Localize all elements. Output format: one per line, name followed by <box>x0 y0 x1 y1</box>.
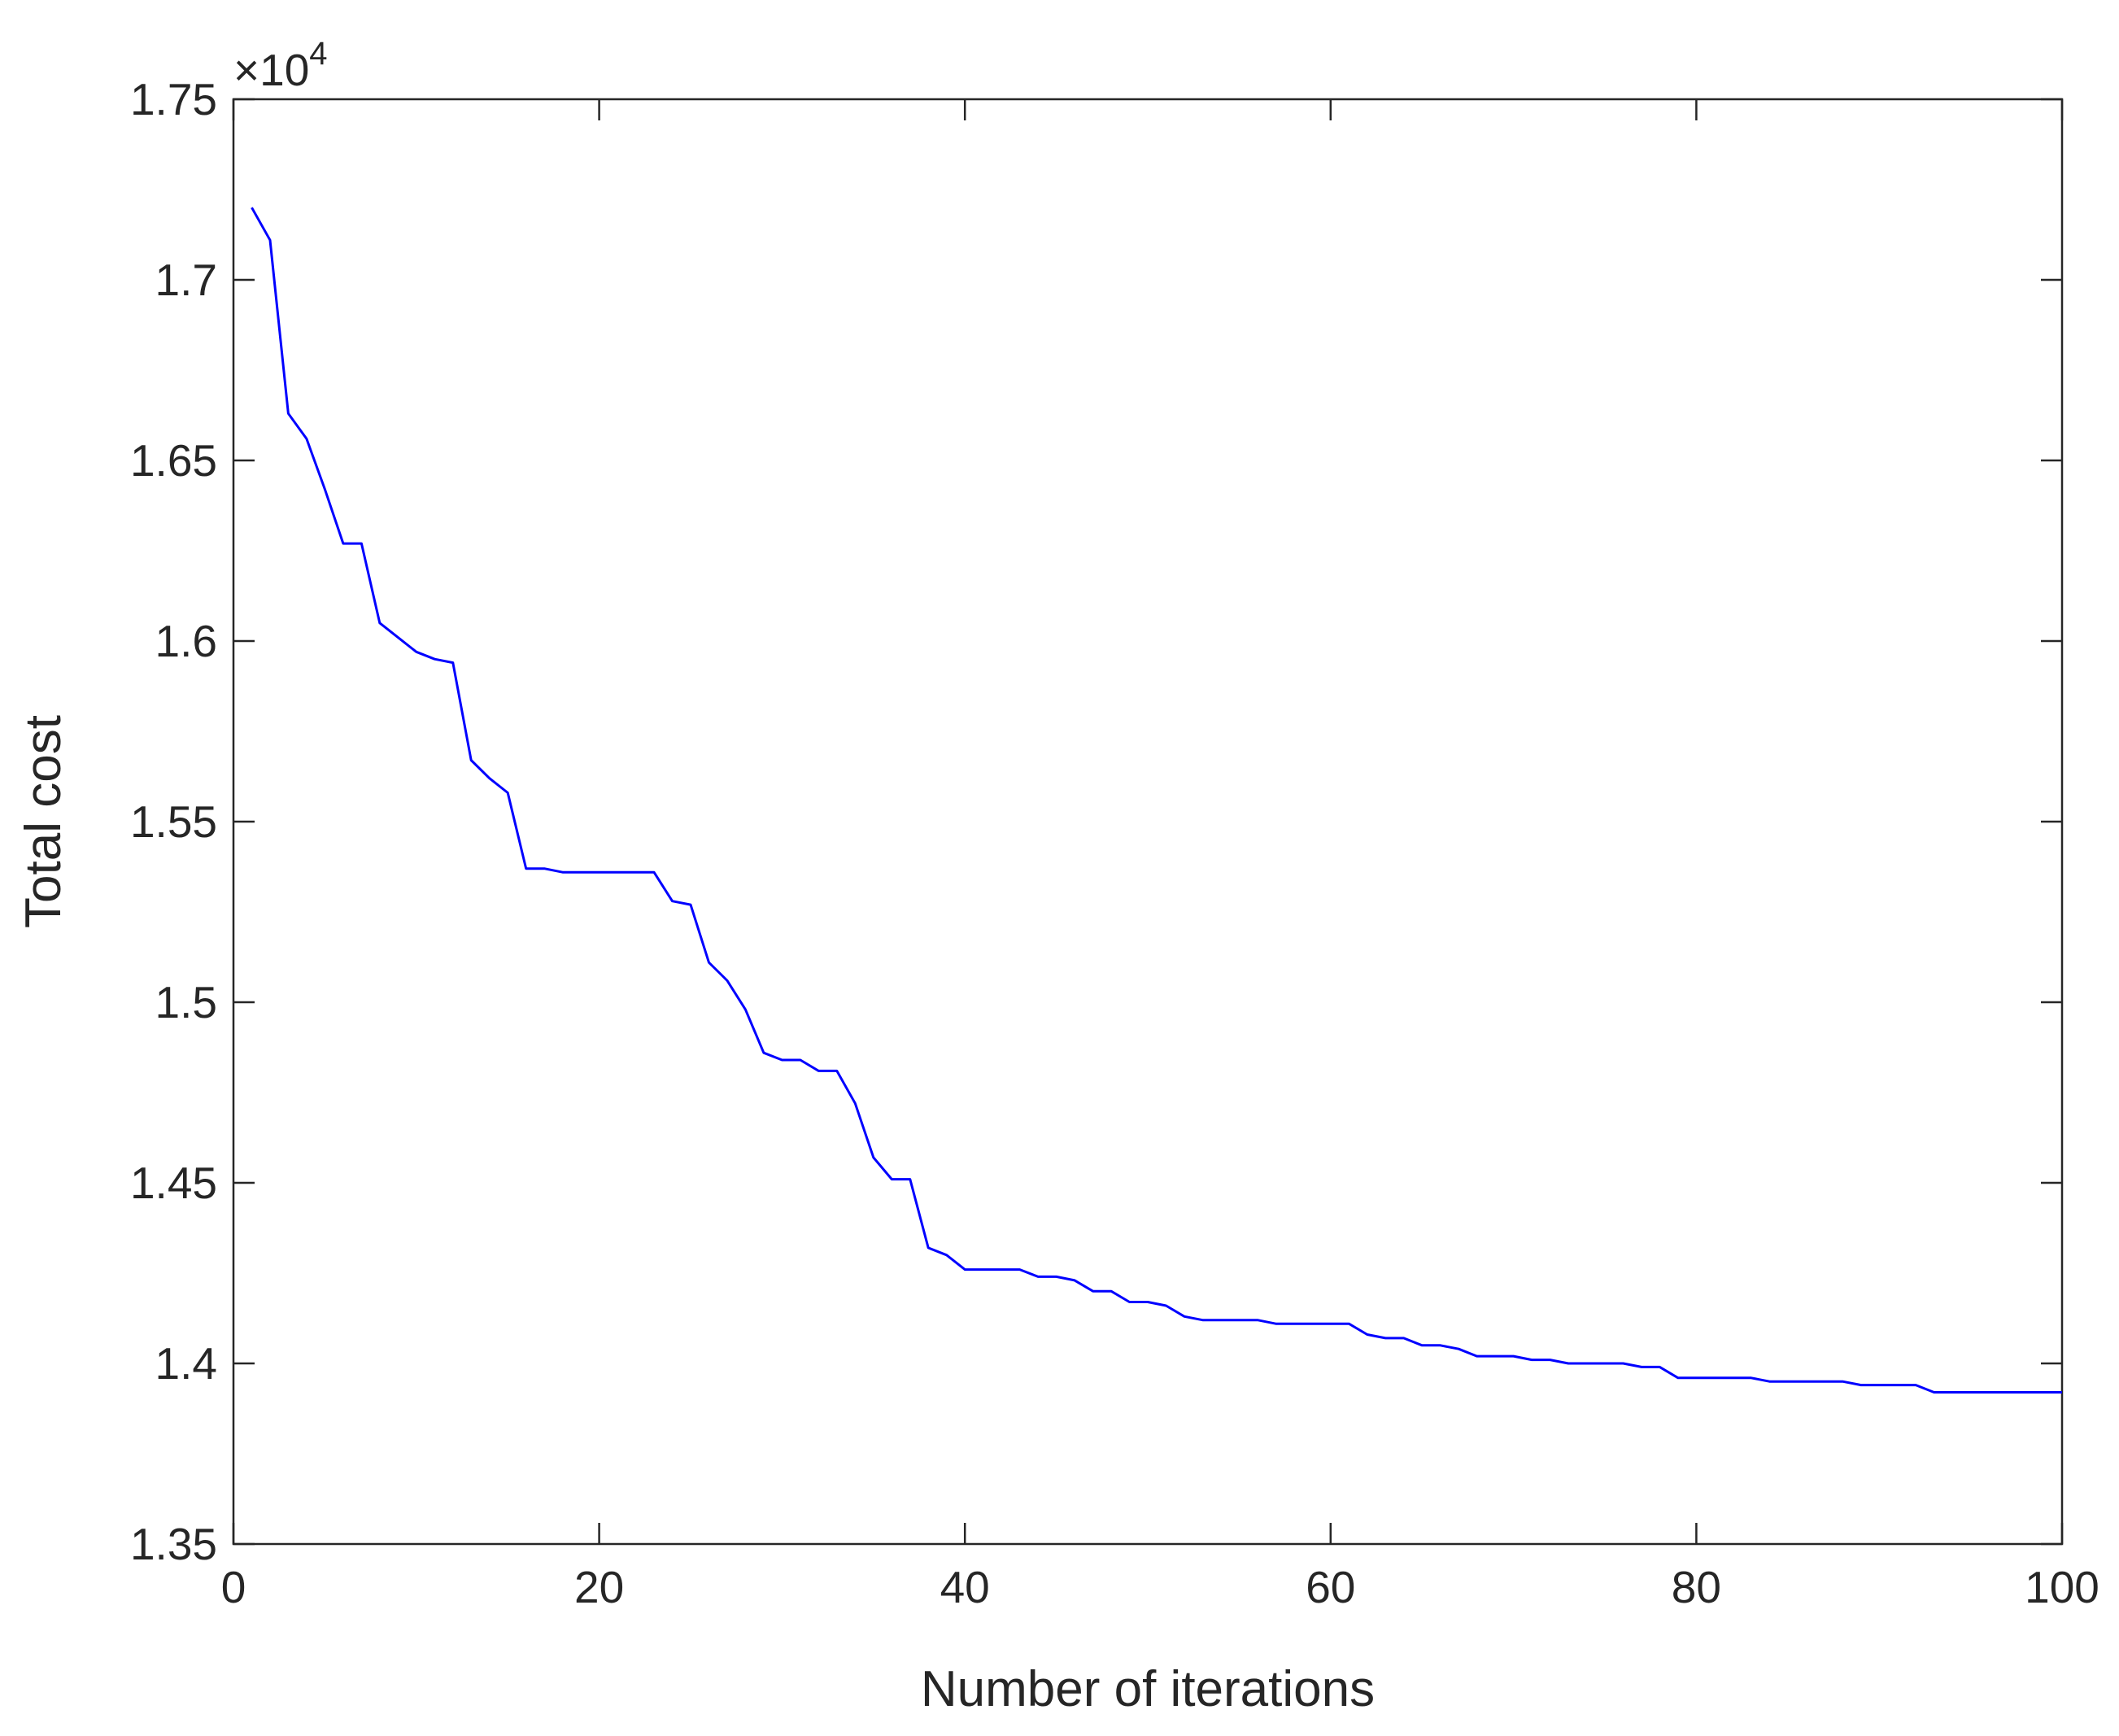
y-tick-label: 1.65 <box>130 435 217 486</box>
y-tick-label: 1.55 <box>130 796 217 847</box>
x-axis: 0 20 40 60 80 100 <box>221 99 2099 1612</box>
x-tick-label: 0 <box>221 1562 246 1612</box>
y-tick-label: 1.45 <box>130 1158 217 1208</box>
x-tick-label: 80 <box>1672 1562 1721 1612</box>
y-tick-label: 1.6 <box>155 616 217 666</box>
plot-area <box>232 98 2064 1546</box>
y-axis-label: Total cost <box>15 715 72 928</box>
x-tick-label: 60 <box>1306 1562 1355 1612</box>
y-axis-multiplier-base: ×10 <box>233 45 309 95</box>
x-tick-label: 20 <box>574 1562 624 1612</box>
y-tick-label: 1.4 <box>155 1338 217 1389</box>
y-tick-label: 1.7 <box>155 255 217 305</box>
y-tick-label: 1.75 <box>130 74 217 124</box>
x-axis-label: Number of iterations <box>921 1661 1375 1717</box>
x-tick-label: 40 <box>940 1562 990 1612</box>
y-axis: 1.35 1.4 1.45 1.5 1.55 1.6 1.65 1.7 1.75 <box>130 74 2062 1569</box>
x-tick-label: 100 <box>2025 1562 2099 1612</box>
y-tick-label: 1.5 <box>155 977 217 1027</box>
y-tick-label: 1.35 <box>130 1519 217 1569</box>
y-axis-multiplier: ×104 <box>233 36 328 95</box>
series-line <box>251 207 2062 1394</box>
y-axis-multiplier-exponent: 4 <box>309 36 327 72</box>
